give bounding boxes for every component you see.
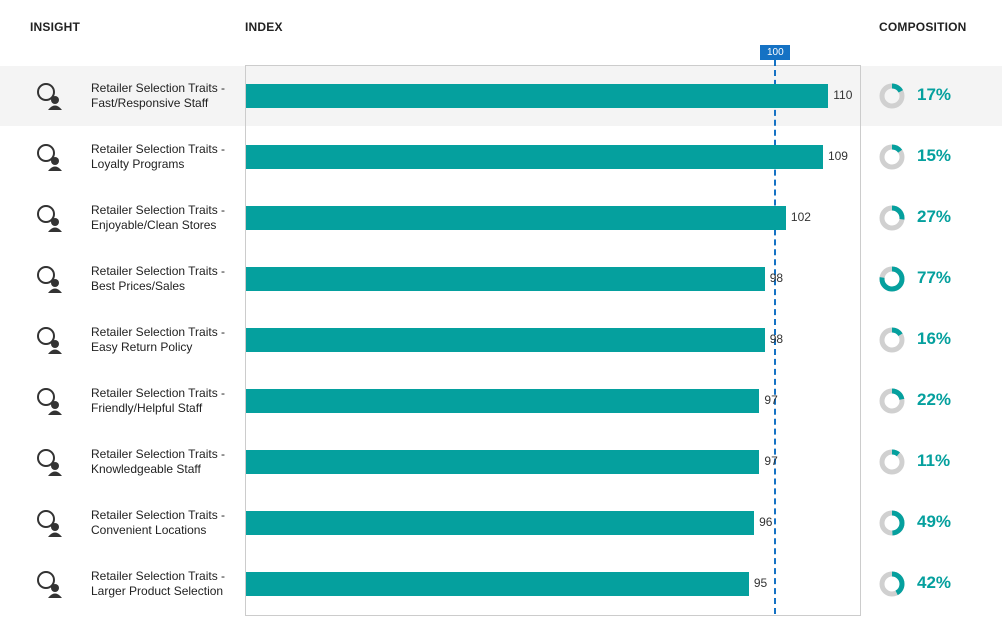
value-label: 97 — [764, 393, 778, 407]
donut — [879, 266, 905, 292]
donut-track — [879, 449, 905, 475]
donut-arc — [879, 510, 905, 536]
icon — [37, 449, 62, 476]
icon — [37, 266, 62, 293]
donut-arc — [879, 449, 905, 475]
bar — [246, 267, 765, 291]
composition-label: 77% — [917, 268, 952, 287]
value-label: 110 — [833, 88, 853, 102]
bar — [246, 328, 765, 352]
icon — [37, 388, 62, 415]
value-label: 98 — [769, 271, 784, 285]
insight-label: Retailer Selection Traits - Friendly/Hel… — [91, 386, 226, 415]
donut — [879, 388, 905, 414]
composition-label: 49% — [917, 512, 952, 531]
icon — [37, 83, 62, 110]
value-label: 97 — [764, 454, 778, 468]
value-label: 96 — [759, 515, 773, 529]
composition-label: 11% — [917, 451, 951, 470]
insight-label: Retailer Selection Traits - Loyalty Prog… — [91, 142, 226, 171]
composition-label: 16% — [917, 329, 952, 348]
icon — [37, 510, 62, 537]
donut-arc — [879, 144, 905, 170]
bar — [246, 450, 760, 474]
insight-label: Retailer Selection Traits - Convenient L… — [91, 508, 226, 537]
composition-label: 17% — [917, 85, 952, 104]
value-label: 109 — [827, 149, 848, 163]
bar — [246, 145, 823, 169]
icon — [37, 571, 62, 598]
donut — [879, 144, 905, 170]
composition-label: 42% — [917, 573, 952, 592]
insight-label: Retailer Selection Traits - Best Prices/… — [91, 264, 226, 293]
bar — [246, 511, 755, 535]
bar — [246, 572, 749, 596]
bar — [246, 206, 786, 230]
insight-label: Retailer Selection Traits - Fast/Respons… — [91, 81, 226, 110]
composition-label: 27% — [917, 207, 952, 226]
value-label: 98 — [769, 332, 784, 346]
insight-label: Retailer Selection Traits - Enjoyable/Cl… — [91, 203, 226, 232]
index-header: INDEX — [245, 20, 283, 34]
donut-arc — [879, 205, 905, 231]
donut — [879, 510, 905, 536]
icon — [37, 205, 62, 232]
bar — [246, 389, 760, 413]
bar — [246, 84, 829, 108]
insight-label: Retailer Selection Traits - Larger Produ… — [91, 569, 226, 598]
donut-arc — [879, 571, 905, 597]
insight-label: Retailer Selection Traits - Easy Return … — [91, 325, 226, 354]
composition-header: COMPOSITION — [879, 20, 967, 34]
icon — [37, 144, 62, 171]
composition-label: 22% — [917, 390, 952, 409]
donut — [879, 83, 905, 109]
insight-label: Retailer Selection Traits - Knowledgeabl… — [91, 447, 226, 476]
donut — [879, 571, 905, 597]
donut-arc — [879, 266, 905, 292]
donut — [879, 205, 905, 231]
icon — [37, 327, 62, 354]
reference-line — [774, 60, 777, 614]
donut-arc — [879, 327, 905, 353]
value-label: 102 — [790, 210, 811, 224]
donut-arc — [879, 388, 905, 414]
chart-frame — [245, 65, 861, 616]
composition-label: 15% — [917, 146, 952, 165]
insight-header: INSIGHT — [30, 20, 81, 34]
donut — [879, 327, 905, 353]
donut-arc — [879, 83, 905, 109]
donut — [879, 449, 905, 475]
value-label: 95 — [753, 576, 768, 590]
reference-label: 100 — [760, 45, 791, 60]
